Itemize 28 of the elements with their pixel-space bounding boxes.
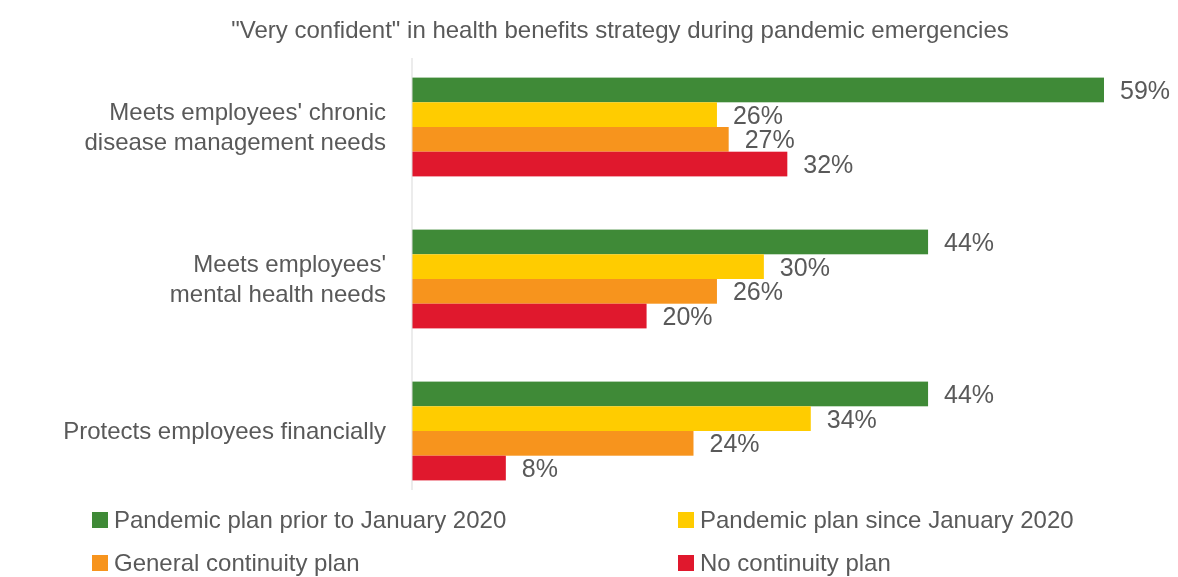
data-label: 24% bbox=[709, 429, 760, 458]
y-tick-label: Meets employees' mental health needs bbox=[169, 250, 386, 307]
data-label: 32% bbox=[803, 150, 854, 179]
y-tick-label: Protects employees financially bbox=[63, 417, 386, 444]
data-label: 44% bbox=[944, 379, 995, 408]
legend-label: No continuity plan bbox=[700, 549, 891, 576]
bar bbox=[412, 303, 647, 329]
y-tick-label: Meets employees' chronic disease management needs bbox=[84, 98, 386, 155]
bar bbox=[412, 151, 788, 177]
bar bbox=[412, 254, 764, 279]
bar bbox=[412, 102, 717, 127]
bar bbox=[412, 406, 811, 431]
bar bbox=[412, 381, 929, 407]
legend-label: Pandemic plan prior to January 2020 bbox=[114, 506, 507, 533]
data-label: 59% bbox=[1120, 75, 1171, 104]
legend-label: Pandemic plan since January 2020 bbox=[700, 506, 1074, 533]
chart-title: "Very confident" in health benefits strategy during pandemic emergencies bbox=[231, 16, 1009, 43]
bar bbox=[412, 431, 694, 456]
bar bbox=[412, 77, 1104, 103]
bar bbox=[412, 279, 717, 304]
bar bbox=[412, 455, 506, 481]
data-label: 34% bbox=[826, 404, 877, 433]
bar bbox=[412, 127, 729, 152]
data-label: 44% bbox=[944, 227, 995, 256]
data-label: 8% bbox=[521, 454, 558, 483]
data-label: 20% bbox=[662, 302, 713, 331]
bar bbox=[412, 229, 929, 255]
legend-label: General continuity plan bbox=[114, 549, 360, 576]
